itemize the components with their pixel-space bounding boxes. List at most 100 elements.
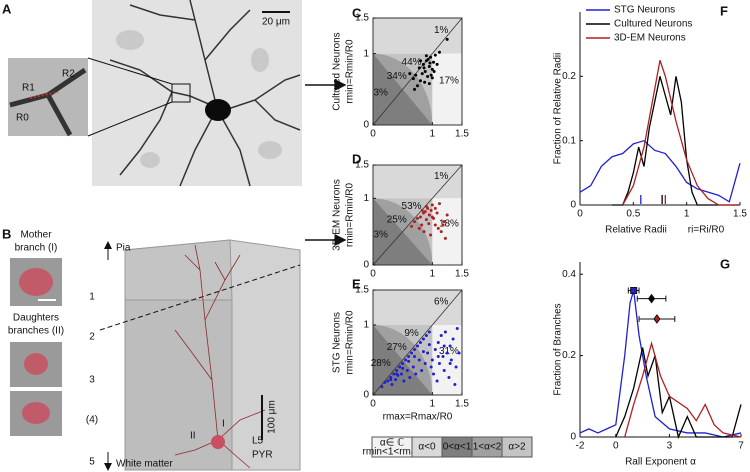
branch-label: branch (I): [15, 243, 58, 254]
layer-label: 5: [89, 457, 95, 468]
point: [445, 351, 449, 355]
branch-label: Daughters: [13, 313, 59, 324]
point: [448, 344, 452, 348]
legend-label: 1<α<2: [473, 442, 502, 453]
point: [420, 208, 424, 212]
point: [410, 224, 414, 228]
point: [426, 351, 430, 355]
point: [398, 365, 402, 369]
point: [408, 72, 412, 76]
point: [394, 378, 398, 382]
panel-label: E: [352, 276, 361, 291]
point: [407, 359, 411, 363]
point: [453, 383, 457, 386]
y-tick-label: 1: [363, 320, 369, 331]
legend-swatch: [501, 436, 533, 458]
point: [427, 65, 431, 69]
legend-label: STG Neurons: [614, 5, 675, 16]
point: [430, 203, 434, 207]
point: [418, 59, 422, 63]
plot-frame: [372, 289, 463, 396]
panel-label: F: [720, 3, 728, 18]
diagonal: [372, 289, 463, 396]
branch-images: [10, 258, 62, 436]
point: [416, 84, 419, 88]
point: [433, 206, 437, 210]
point: [421, 350, 425, 354]
point: [426, 57, 430, 61]
inset-label: R0: [16, 113, 29, 124]
point: [411, 365, 415, 369]
point: [439, 230, 443, 234]
y-axis-label: Fraction of Branches: [553, 303, 564, 395]
cell-label: L5: [252, 436, 264, 447]
inset-label: R2: [62, 69, 75, 80]
point: [447, 376, 451, 379]
point: [435, 379, 439, 383]
y-axis-label: rmin=Rmin/R0: [345, 39, 356, 104]
point: [413, 87, 417, 91]
point: [411, 77, 415, 81]
point: [399, 372, 403, 376]
percent-label: 34%: [387, 71, 407, 82]
point: [404, 358, 408, 362]
x-tick-label: 1.5: [733, 209, 747, 220]
point: [423, 210, 427, 214]
plot-frame: [372, 164, 463, 266]
line: [579, 139, 741, 203]
point: [420, 72, 424, 76]
percent-label: 3%: [373, 88, 388, 99]
percent-label: 1%: [434, 25, 449, 36]
percent-label: 25%: [387, 214, 407, 225]
y-tick-label: 0.1: [562, 135, 576, 146]
point: [430, 215, 434, 219]
region: [373, 18, 462, 54]
point: [435, 211, 439, 215]
legend-label: Cultured Neurons: [614, 19, 692, 30]
y-tick-label: 1: [363, 193, 369, 204]
panel-label: A: [2, 1, 12, 16]
point: [423, 70, 427, 73]
point: [451, 337, 455, 341]
x-tick-label: 0: [577, 209, 583, 220]
line: [579, 290, 742, 438]
micrograph: [92, 0, 302, 187]
point: [437, 50, 441, 54]
point: [424, 204, 428, 208]
x-tick-label: 1.5: [455, 399, 469, 410]
region: [432, 325, 462, 395]
layer-label: 1: [89, 292, 95, 303]
y-axis-label: 3D-EM Neurons: [332, 179, 343, 251]
percent-label: 6%: [434, 297, 449, 308]
point: [423, 80, 427, 84]
point: [436, 226, 440, 230]
point: [389, 378, 393, 382]
point: [443, 330, 447, 334]
y-tick-label: 0.4: [562, 269, 576, 280]
point: [418, 341, 422, 344]
point: [417, 226, 421, 230]
point: [429, 55, 433, 59]
point: [420, 369, 424, 372]
line: [624, 340, 742, 438]
x-axis-label: ri=Ri/R0: [688, 225, 725, 236]
branch-label: Mother: [20, 230, 52, 241]
point: [445, 37, 449, 41]
point: [442, 344, 446, 348]
region: [432, 198, 462, 265]
inset: [8, 57, 173, 137]
point: [395, 369, 399, 372]
point: [436, 341, 440, 344]
point: [413, 348, 417, 351]
point: [437, 362, 441, 365]
percent-label: 28%: [371, 358, 391, 369]
y-tick-label: 1.5: [355, 13, 369, 24]
branch-id: II: [190, 431, 196, 442]
point: [443, 236, 447, 240]
point: [424, 218, 428, 222]
point: [427, 222, 431, 226]
point: [416, 216, 419, 220]
percent-label: 31%: [439, 346, 459, 357]
x-tick-label: 1.5: [455, 269, 469, 280]
point: [448, 362, 452, 365]
